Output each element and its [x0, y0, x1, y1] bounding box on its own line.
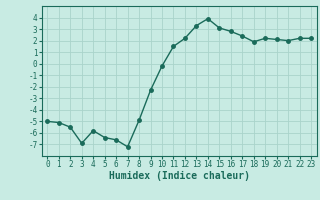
X-axis label: Humidex (Indice chaleur): Humidex (Indice chaleur)	[109, 171, 250, 181]
